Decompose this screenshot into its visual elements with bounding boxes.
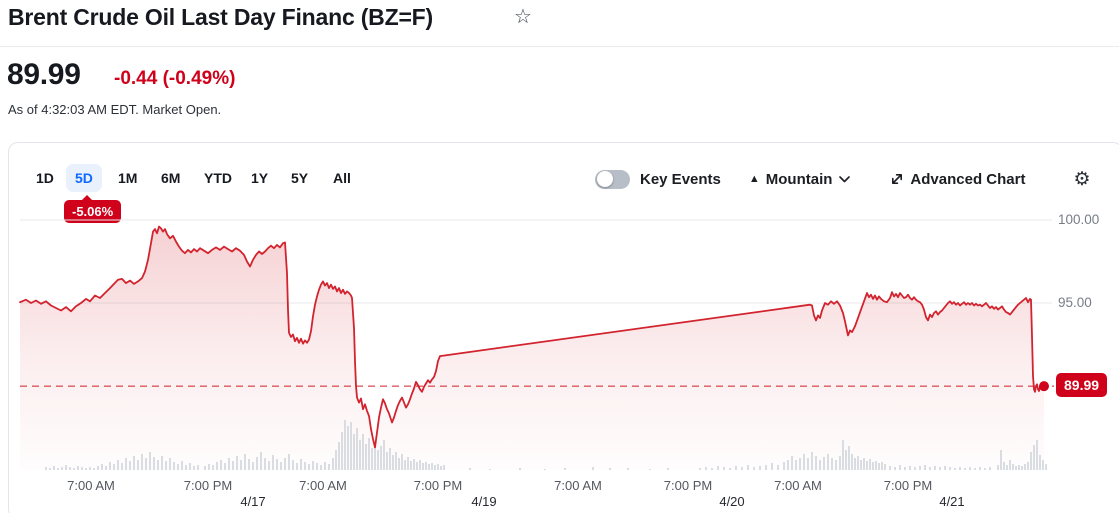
advanced-chart-label: Advanced Chart bbox=[910, 170, 1026, 188]
settings-gear-icon[interactable]: ⚙ bbox=[1073, 168, 1091, 190]
star-icon[interactable]: ☆ bbox=[514, 6, 532, 28]
chart-type-dropdown[interactable]: ▲ Mountain bbox=[749, 171, 851, 188]
x-axis-time-tick: 7:00 PM bbox=[183, 478, 233, 493]
advanced-chart-link[interactable]: Advanced Chart bbox=[890, 171, 1025, 188]
y-axis-tick: 100.00 bbox=[1058, 212, 1100, 227]
x-axis-time-tick: 7:00 AM bbox=[67, 478, 115, 493]
range-tab-1d[interactable]: 1D bbox=[36, 170, 54, 186]
x-axis-date-tick: 4/19 bbox=[471, 494, 497, 509]
as-of-status: As of 4:32:03 AM EDT. Market Open. bbox=[8, 102, 222, 117]
chevron-down-icon bbox=[839, 175, 851, 182]
x-axis-time-tick: 7:00 PM bbox=[413, 478, 463, 493]
chart-controls: Key Events ▲ Mountain Advanced Chart ⚙ bbox=[595, 166, 1091, 192]
page-title: Brent Crude Oil Last Day Financ (BZ=F) bbox=[8, 4, 433, 30]
price-change: -0.44 (-0.49%) bbox=[114, 68, 236, 89]
current-price: 89.99 bbox=[7, 58, 81, 91]
range-tab-5d[interactable]: 5D bbox=[66, 164, 102, 192]
x-axis-time-tick: 7:00 AM bbox=[774, 478, 822, 493]
chart-type-label: Mountain bbox=[765, 170, 833, 188]
x-axis-date-tick: 4/20 bbox=[719, 494, 745, 509]
range-tab-1y[interactable]: 1Y bbox=[251, 170, 269, 186]
range-change-badge: -5.06% bbox=[64, 195, 122, 223]
key-events-label: Key Events bbox=[640, 170, 721, 188]
range-tab-ytd[interactable]: YTD bbox=[204, 170, 232, 186]
toggle-knob bbox=[597, 171, 613, 187]
x-axis-time-tick: 7:00 PM bbox=[883, 478, 933, 493]
price-area-fill bbox=[20, 226, 1044, 470]
x-axis-date-tick: 4/21 bbox=[939, 494, 965, 509]
volume-bars bbox=[45, 420, 1047, 470]
current-price-line bbox=[20, 381, 1054, 392]
key-events-toggle[interactable] bbox=[595, 169, 630, 189]
mountain-icon: ▲ bbox=[748, 172, 760, 185]
x-axis-time-tick: 7:00 AM bbox=[299, 478, 347, 493]
expand-arrows-icon bbox=[892, 174, 903, 184]
x-axis-time-tick: 7:00 PM bbox=[663, 478, 713, 493]
current-price-tag: 89.99 bbox=[1056, 373, 1108, 397]
range-tab-6m[interactable]: 6M bbox=[161, 170, 181, 186]
range-tab-1m[interactable]: 1M bbox=[118, 170, 138, 186]
price-line bbox=[19, 225, 1045, 449]
range-tab-5y[interactable]: 5Y bbox=[291, 170, 309, 186]
range-tab-all[interactable]: All bbox=[333, 170, 351, 186]
y-axis-tick: 95.00 bbox=[1058, 295, 1092, 310]
x-axis-time-tick: 7:00 AM bbox=[554, 478, 602, 493]
header-divider bbox=[0, 46, 1119, 47]
x-axis-date-tick: 4/17 bbox=[240, 494, 266, 509]
